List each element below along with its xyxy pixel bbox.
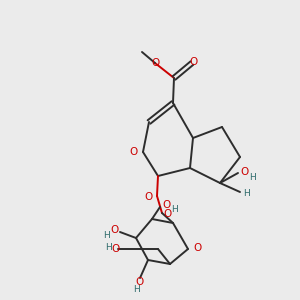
Text: O: O (136, 277, 144, 287)
Text: O: O (111, 244, 119, 254)
Text: H: H (106, 242, 112, 251)
Text: O: O (130, 147, 138, 157)
Text: H: H (103, 230, 110, 239)
Text: O: O (240, 167, 248, 177)
Text: O: O (162, 200, 170, 210)
Text: O: O (163, 209, 171, 219)
Text: O: O (111, 225, 119, 235)
Text: H: H (133, 286, 140, 295)
Text: H: H (243, 190, 250, 199)
Text: O: O (145, 192, 153, 202)
Text: H: H (249, 172, 256, 182)
Text: O: O (151, 58, 159, 68)
Text: O: O (193, 243, 201, 253)
Text: H: H (171, 206, 178, 214)
Text: O: O (189, 57, 197, 67)
